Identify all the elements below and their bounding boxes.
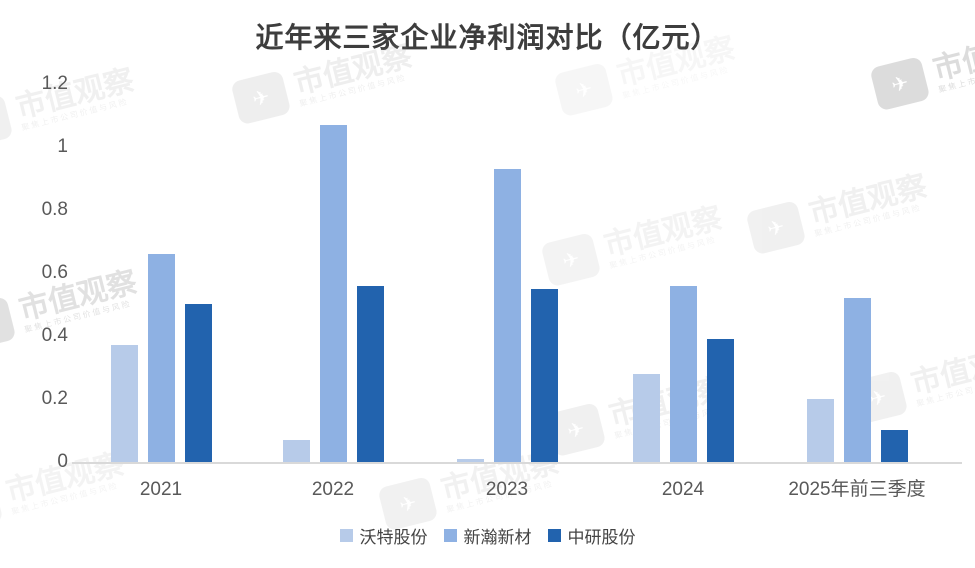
watermark-text: 市值观察	[907, 339, 975, 401]
watermark-subtext: 聚焦上市公司价值与风险	[915, 373, 975, 409]
watermark: ✈市值观察聚焦上市公司价值与风险	[745, 169, 932, 256]
legend-label: 沃特股份	[359, 527, 428, 547]
legend-item-中研股份: 中研股份	[547, 523, 636, 548]
bar-沃特股份-2021	[110, 345, 138, 462]
watermark-text: 市值观察	[600, 201, 726, 263]
x-axis-label: 2023	[485, 479, 529, 500]
legend-item-新瀚新材: 新瀚新材	[443, 523, 532, 548]
y-axis-tick: 1.2	[41, 73, 68, 94]
x-axis-label: 2024	[661, 479, 705, 500]
legend-label: 新瀚新材	[463, 527, 532, 547]
y-axis-tick: 1	[57, 136, 68, 157]
bar-新瀚新材-2025年前三季度	[843, 298, 871, 462]
x-axis-label: 2022	[311, 479, 355, 500]
legend-label: 中研股份	[567, 527, 636, 547]
y-axis-tick: 0.2	[41, 388, 68, 409]
bar-沃特股份-2023	[456, 459, 484, 462]
watermark-logo-icon: ✈	[869, 56, 931, 112]
bar-中研股份-2022	[356, 286, 384, 462]
x-axis-label: 2025年前三季度	[788, 479, 926, 500]
bar-中研股份-2024	[706, 339, 734, 462]
y-axis-tick: 0.4	[41, 325, 68, 346]
watermark-logo-icon: ✈	[553, 62, 615, 118]
chart-title: 近年来三家企业净利润对比（亿元）	[255, 22, 720, 53]
bar-中研股份-2021	[184, 304, 212, 462]
y-axis-tick: 0.8	[41, 199, 68, 220]
watermark-subtext: 聚焦上市公司价值与风险	[937, 59, 975, 95]
x-axis-line	[72, 462, 962, 464]
watermark-text: 市值观察	[805, 169, 931, 231]
bar-新瀚新材-2021	[147, 254, 175, 462]
bar-新瀚新材-2023	[493, 169, 521, 462]
y-axis-tick: 0	[57, 451, 68, 472]
y-axis-tick: 0.6	[41, 262, 68, 283]
bar-新瀚新材-2022	[319, 125, 347, 462]
watermark-logo-icon: ✈	[540, 232, 602, 288]
bar-沃特股份-2025年前三季度	[806, 399, 834, 462]
watermark-subtext: 聚焦上市公司价值与风险	[20, 97, 130, 133]
watermark-logo-icon: ✈	[230, 70, 292, 126]
watermark: ✈市值观察聚焦上市公司价值与风险	[540, 201, 727, 288]
legend-swatch	[339, 528, 353, 542]
legend-swatch	[547, 528, 561, 542]
legend-swatch	[443, 528, 457, 542]
bar-中研股份-2025年前三季度	[880, 430, 908, 462]
watermark-subtext: 聚焦上市公司价值与风险	[813, 203, 923, 239]
bar-沃特股份-2024	[632, 374, 660, 462]
bar-新瀚新材-2024	[669, 286, 697, 462]
chart-legend: 沃特股份 新瀚新材 中研股份	[0, 521, 975, 549]
watermark-logo-icon: ✈	[745, 200, 807, 256]
watermark-subtext: 聚焦上市公司价值与风险	[608, 235, 718, 271]
watermark-subtext: 聚焦上市公司价值与风险	[621, 65, 731, 101]
legend-item-沃特股份: 沃特股份	[339, 523, 428, 548]
x-axis-label: 2021	[139, 479, 183, 500]
watermark-subtext: 聚焦上市公司价值与风险	[298, 73, 408, 109]
bar-中研股份-2023	[530, 289, 558, 462]
bar-沃特股份-2022	[282, 440, 310, 462]
